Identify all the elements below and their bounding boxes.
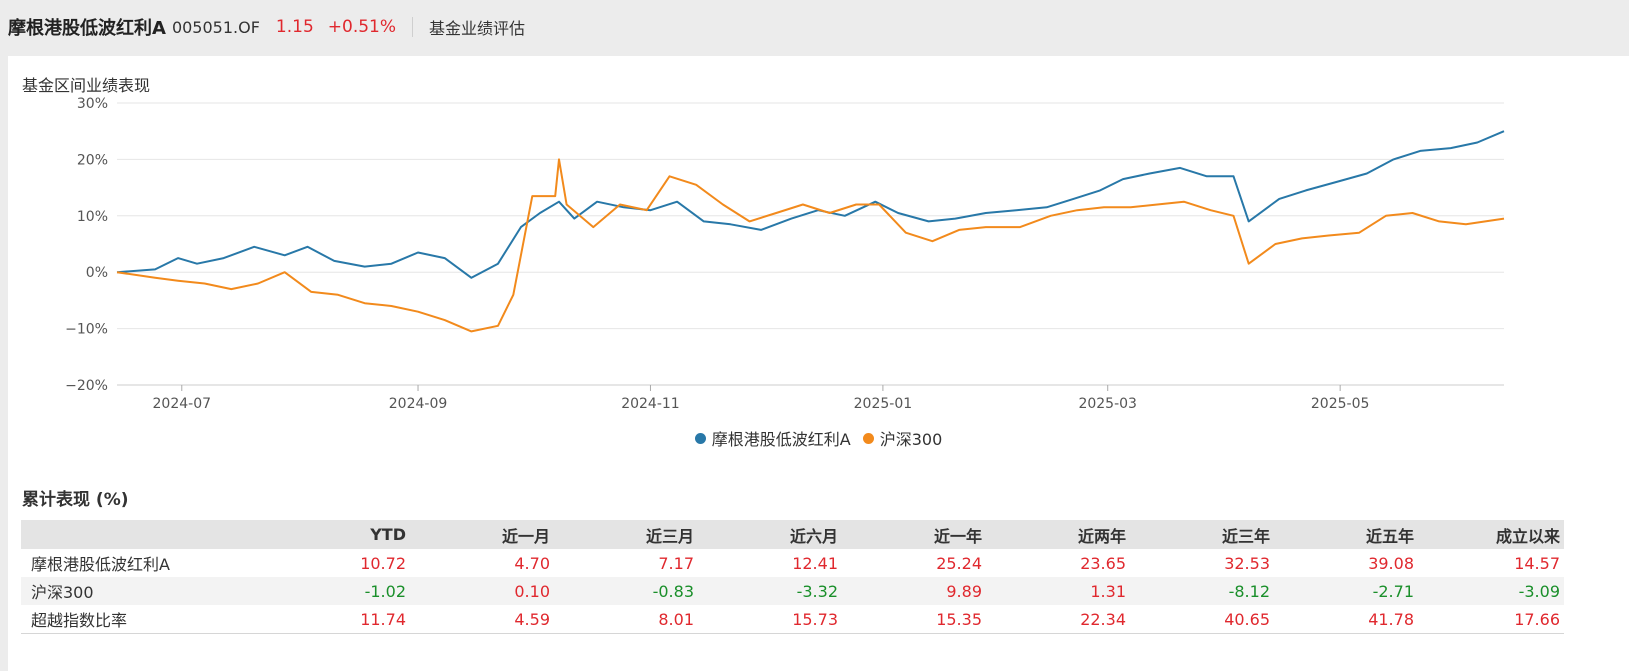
table-cell: 32.53 <box>1224 553 1270 573</box>
table-header-cell: 近两年 <box>986 520 1130 549</box>
table-header-cell: 近三年 <box>1130 520 1274 549</box>
table-cell: 11.74 <box>266 605 410 634</box>
table-header-cell <box>21 520 266 549</box>
fund-name: 摩根港股低波红利A <box>8 18 166 39</box>
performance-table: YTD 近一月 近三月 近六月 近一年 近两年 近三年 近五年 成立以来 摩根港… <box>21 520 1564 634</box>
table-header-cell: 近五年 <box>1274 520 1418 549</box>
table-cell: 14.57 <box>1514 553 1560 573</box>
y-tick-label: −20% <box>65 378 108 394</box>
y-tick-label: −10% <box>65 322 108 338</box>
table-header-cell: 成立以来 <box>1418 520 1564 549</box>
table-cell: 15.73 <box>698 605 842 634</box>
table-cell: -3.32 <box>698 577 842 605</box>
series-line-index <box>116 158 1505 333</box>
legend-dot-fund <box>694 432 706 444</box>
legend-item-index[interactable]: 沪深300 <box>862 426 943 450</box>
table-title: 累计表现 (%) <box>22 490 129 510</box>
performance-eval-link[interactable]: 基金业绩评估 <box>429 19 526 38</box>
content-panel: 30% 20% 10% 0% −10% −20% 2024-07 2024-09 2024-11… <box>8 56 1629 671</box>
legend-item-fund[interactable]: 摩根港股低波红利A <box>694 426 851 450</box>
table-cell: 9.89 <box>842 577 986 605</box>
table-header-cell: 近一年 <box>842 520 986 549</box>
fund-change: +0.51% <box>327 17 397 37</box>
row-label: 沪深300 <box>21 577 266 605</box>
table-cell: 7.17 <box>658 553 694 573</box>
y-tick-label: 30% <box>77 96 108 112</box>
table-cell: 23.65 <box>1080 553 1126 573</box>
x-tick-label: 2024-07 <box>153 396 212 412</box>
table-header-cell: 近六月 <box>698 520 842 549</box>
table-cell: 15.35 <box>842 605 986 634</box>
chart-legend: 摩根港股低波红利A 沪深300 <box>8 426 1629 450</box>
series-line-fund <box>116 130 1505 279</box>
legend-dot-index <box>862 432 874 444</box>
y-tick-label: 10% <box>77 209 108 225</box>
table-header-cell: YTD <box>266 520 410 549</box>
header-divider <box>412 17 414 37</box>
table-cell: 41.78 <box>1274 605 1418 634</box>
table-cell: -1.02 <box>266 577 410 605</box>
performance-line-chart: 30% 20% 10% 0% −10% −20% 2024-07 2024-09 2024-11… <box>65 96 1505 412</box>
table-cell: 0.10 <box>410 577 554 605</box>
table-cell: -8.12 <box>1130 577 1274 605</box>
table-cell: -3.09 <box>1418 577 1564 605</box>
table-cell: -0.83 <box>554 577 698 605</box>
table-cell: 10.72 <box>360 553 406 573</box>
x-tick-label: 2024-09 <box>389 396 448 412</box>
fund-code: 005051.OF <box>171 17 260 37</box>
x-tick-label: 2025-01 <box>854 396 913 412</box>
table-row: 摩根港股低波红利A 10.72 4.70 7.17 12.41 25.24 23… <box>21 549 1564 577</box>
table-cell: 40.65 <box>1130 605 1274 634</box>
table-header-cell: 近三月 <box>554 520 698 549</box>
x-tick-label: 2025-03 <box>1078 396 1137 412</box>
y-tick-label: 0% <box>86 265 108 281</box>
table-header-cell: 近一月 <box>410 520 554 549</box>
table-row: 沪深300 -1.02 0.10 -0.83 -3.32 9.89 1.31 -… <box>21 577 1564 605</box>
y-tick-label: 20% <box>77 152 108 168</box>
table-cell: 4.70 <box>514 553 550 573</box>
chart-title: 基金区间业绩表现 <box>22 76 151 95</box>
table-cell: 12.41 <box>792 553 838 573</box>
fund-nav: 1.15 <box>275 17 314 37</box>
table-row: 超越指数比率 11.74 4.59 8.01 15.73 15.35 22.34… <box>21 605 1564 634</box>
table-header-row: YTD 近一月 近三月 近六月 近一年 近两年 近三年 近五年 成立以来 <box>21 520 1564 549</box>
row-label: 超越指数比率 <box>21 605 266 634</box>
table-cell: 17.66 <box>1418 605 1564 634</box>
table-cell: 22.34 <box>986 605 1130 634</box>
legend-label-fund: 摩根港股低波红利A <box>711 430 851 449</box>
legend-label-index: 沪深300 <box>879 430 943 449</box>
table-cell: 25.24 <box>936 553 982 573</box>
row-label: 摩根港股低波红利A <box>31 555 170 574</box>
fund-header: 摩根港股低波红利A 005051.OF 1.15 +0.51% 基金业绩评估 <box>0 0 1629 54</box>
x-tick-label: 2024-11 <box>621 396 680 412</box>
x-tick-label: 2025-05 <box>1311 396 1370 412</box>
table-cell: 8.01 <box>554 605 698 634</box>
table-cell: 4.59 <box>410 605 554 634</box>
table-cell: 1.31 <box>986 577 1130 605</box>
table-cell: 39.08 <box>1368 553 1414 573</box>
table-cell: -2.71 <box>1274 577 1418 605</box>
